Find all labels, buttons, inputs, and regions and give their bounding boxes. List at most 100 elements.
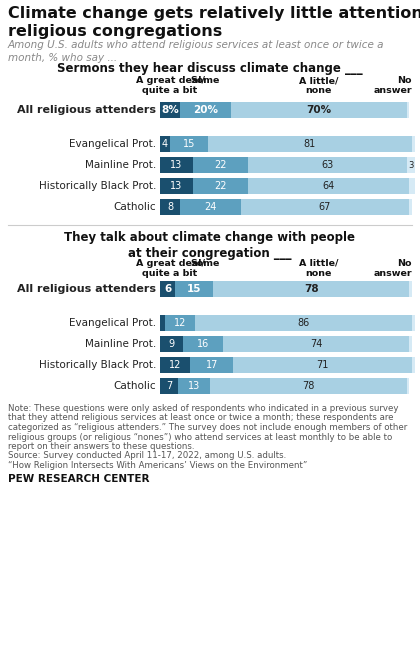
Text: A great deal/
quite a bit: A great deal/ quite a bit (136, 259, 205, 279)
Text: A great deal/
quite a bit: A great deal/ quite a bit (136, 76, 205, 95)
Text: Historically Black Prot.: Historically Black Prot. (39, 360, 156, 370)
Bar (178, 378, 210, 394)
Bar (170, 136, 208, 152)
Text: 63: 63 (321, 160, 334, 170)
Bar (231, 102, 407, 118)
Bar (160, 336, 183, 352)
Text: 22: 22 (214, 181, 227, 191)
Bar (248, 178, 410, 194)
Text: 3: 3 (408, 160, 413, 170)
Bar (175, 281, 213, 297)
Text: 8%: 8% (161, 105, 179, 115)
Bar (160, 357, 190, 373)
Bar (241, 199, 410, 215)
Bar (165, 315, 195, 331)
Text: A little/
none: A little/ none (299, 259, 339, 279)
Text: 22: 22 (214, 160, 227, 170)
Bar (190, 357, 233, 373)
Text: 12: 12 (169, 360, 181, 370)
Text: 78: 78 (302, 381, 315, 391)
Bar (407, 102, 409, 118)
Text: 9: 9 (168, 339, 174, 349)
Text: 74: 74 (310, 339, 323, 349)
Bar (160, 199, 180, 215)
Text: Mainline Prot.: Mainline Prot. (85, 339, 156, 349)
Text: 15: 15 (187, 284, 201, 294)
Text: A little/
none: A little/ none (299, 76, 339, 95)
Text: Evangelical Prot.: Evangelical Prot. (69, 318, 156, 328)
Text: 20%: 20% (193, 105, 218, 115)
Text: Climate change gets relatively little attention in U.S.
religious congregations: Climate change gets relatively little at… (8, 6, 420, 39)
Bar (412, 357, 415, 373)
Bar (183, 336, 223, 352)
Text: All religious attenders: All religious attenders (17, 105, 156, 115)
Text: “How Religion Intersects With Americans’ Views on the Environment”: “How Religion Intersects With Americans’… (8, 461, 307, 470)
Bar (248, 157, 407, 173)
Text: 81: 81 (304, 139, 316, 149)
Text: 67: 67 (319, 202, 331, 212)
Text: 24: 24 (204, 202, 217, 212)
Text: report on their answers to these questions.: report on their answers to these questio… (8, 442, 194, 451)
Bar (407, 157, 415, 173)
Text: Some: Some (191, 76, 220, 85)
Text: Catholic: Catholic (113, 202, 156, 212)
Text: PEW RESEARCH CENTER: PEW RESEARCH CENTER (8, 474, 150, 484)
Bar (160, 157, 193, 173)
Bar (410, 178, 415, 194)
Bar (208, 136, 412, 152)
Bar (412, 315, 415, 331)
Text: They talk about climate change with people
at their congregation ___: They talk about climate change with peop… (65, 231, 355, 260)
Text: Among U.S. adults who attend religious services at least once or twice a
month, : Among U.S. adults who attend religious s… (8, 40, 384, 63)
Text: No
answer: No answer (373, 259, 412, 279)
Text: Source: Survey conducted April 11-17, 2022, among U.S. adults.: Source: Survey conducted April 11-17, 20… (8, 451, 286, 461)
Text: 13: 13 (170, 160, 183, 170)
Bar (160, 136, 170, 152)
Bar (410, 336, 412, 352)
Bar (410, 199, 412, 215)
Text: 13: 13 (170, 181, 183, 191)
Text: Evangelical Prot.: Evangelical Prot. (69, 139, 156, 149)
Text: 6: 6 (164, 284, 171, 294)
Text: All religious attenders: All religious attenders (17, 284, 156, 294)
Text: categorized as “religious attenders.” The survey does not include enough members: categorized as “religious attenders.” Th… (8, 423, 407, 432)
Text: that they attend religious services at least once or twice a month; these respon: that they attend religious services at l… (8, 413, 394, 422)
Bar (412, 136, 415, 152)
Text: Historically Black Prot.: Historically Black Prot. (39, 181, 156, 191)
Bar (193, 178, 248, 194)
Text: 16: 16 (197, 339, 209, 349)
Text: 17: 17 (205, 360, 218, 370)
Bar (160, 281, 175, 297)
Text: Note: These questions were only asked of respondents who indicated in a previous: Note: These questions were only asked of… (8, 404, 399, 413)
Text: No
answer: No answer (373, 76, 412, 95)
Text: 64: 64 (323, 181, 335, 191)
Text: Mainline Prot.: Mainline Prot. (85, 160, 156, 170)
Bar (233, 357, 412, 373)
Bar (223, 336, 410, 352)
Text: Catholic: Catholic (113, 381, 156, 391)
Bar (160, 102, 180, 118)
Text: 70%: 70% (306, 105, 331, 115)
Bar (410, 281, 412, 297)
Bar (160, 315, 165, 331)
Bar (180, 102, 231, 118)
Text: 78: 78 (304, 284, 318, 294)
Bar (195, 315, 412, 331)
Text: 15: 15 (183, 139, 195, 149)
Bar (180, 199, 241, 215)
Text: 86: 86 (297, 318, 310, 328)
Text: 13: 13 (188, 381, 200, 391)
Text: Sermons they hear discuss climate change ___: Sermons they hear discuss climate change… (57, 62, 363, 75)
Text: 7: 7 (166, 381, 172, 391)
Text: Some: Some (191, 259, 220, 268)
Bar (160, 178, 193, 194)
Text: 8: 8 (167, 202, 173, 212)
Text: religious groups (or religious “nones”) who attend services at least monthly to : religious groups (or religious “nones”) … (8, 432, 392, 442)
Bar (213, 281, 410, 297)
Text: 4: 4 (162, 139, 168, 149)
Bar (210, 378, 407, 394)
Bar (407, 378, 409, 394)
Text: 12: 12 (174, 318, 186, 328)
Text: 71: 71 (316, 360, 329, 370)
Bar (160, 378, 178, 394)
Bar (193, 157, 248, 173)
